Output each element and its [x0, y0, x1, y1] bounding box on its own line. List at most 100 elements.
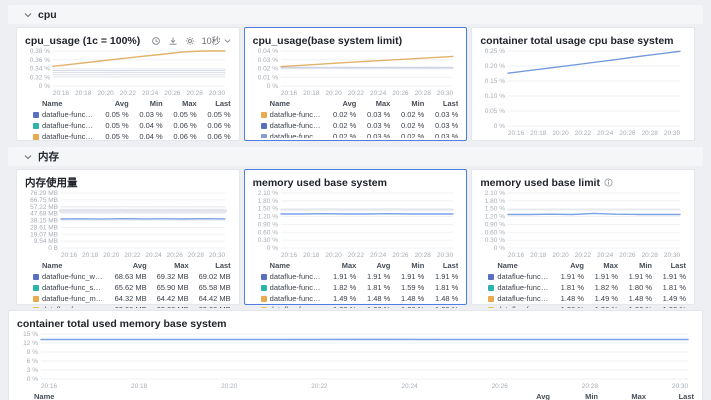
legend-col-name[interactable]: Name [269, 261, 291, 270]
legend-col-avg[interactable]: Avg [570, 261, 585, 270]
legend-col-last[interactable]: Last [215, 261, 231, 270]
legend-col-name[interactable]: Name [34, 392, 55, 400]
legend-row[interactable]: dataflue-func_server.1.2c08po4u.. 1.81 % 1… [488, 282, 686, 293]
legend-col-min[interactable]: Min [639, 261, 653, 270]
legend-row[interactable]: dataflue-func_worker-0.1.hw400h9s0.. 68.6… [33, 271, 231, 282]
legend-stat-value: 0.05 % [105, 121, 129, 130]
chart-cpu-usage[interactable]: 0.38 % 0.36 % 0.34 % 0.32 % 0 % 20:16 20:18 20:… [25, 48, 231, 97]
legend-color-swatch[interactable] [33, 111, 39, 118]
legend-col-name[interactable]: Name [42, 261, 63, 270]
legend-cpu-usage-limit: Name Avg Max Min Lastdataflue-func_worker-2.… [253, 98, 459, 138]
legend-col-name[interactable]: Name [269, 99, 291, 108]
legend-col-last[interactable]: Last [215, 99, 231, 108]
svg-text:20:20: 20:20 [553, 252, 570, 259]
chart-container-total-memory[interactable]: 15 % 12 % 9 % 6 % 3 % 0 % 20:16 20:18 20:20 20:22… [17, 331, 694, 390]
chart-memory-usage[interactable]: 76.29 MB 66.75 MB 57.22 MB 47.68 MB 38.15 MB… [25, 190, 231, 259]
legend-col-max[interactable]: Max [631, 392, 646, 400]
legend-color-swatch[interactable] [260, 273, 267, 280]
legend-color-swatch[interactable] [33, 122, 39, 129]
legend-row[interactable]: dataflue-func_worker-1.1.bts7dc..1.26 %1… [260, 304, 458, 308]
legend-col-min[interactable]: Min [585, 392, 598, 400]
legend-col-avg[interactable]: Avg [376, 261, 391, 270]
legend-col-max[interactable]: Max [182, 99, 197, 108]
legend-row[interactable]: dataflue-func_server.1.2c08po4u.. 1.82 % 1… [260, 282, 458, 293]
section-label-memory: 内存 [38, 151, 59, 163]
panel-title-memory-usage[interactable]: 内存使用量 [25, 177, 78, 189]
legend-row[interactable]: dataflue-func_worker-1.1.prtk7cat.. 0.02 … [260, 131, 458, 138]
legend-col-avg[interactable]: Avg [342, 99, 357, 108]
legend-col-last[interactable]: Last [670, 261, 687, 270]
export-icon[interactable] [168, 36, 178, 46]
legend-col-avg[interactable]: Avg [132, 261, 147, 270]
chart-memory-used-base-system[interactable]: 2.10 % 1.80 % 1.50 % 1.20 % 0.90 % 0.60 % 0.30… [253, 190, 459, 259]
legend-color-swatch[interactable] [33, 295, 39, 302]
legend-row[interactable]: dataflue-func_generat.1.ockipodur.. 0.05 … [33, 109, 231, 120]
legend-series-name: dataflue-func_generat.1.ockipodur.. [42, 110, 95, 119]
settings-icon[interactable] [185, 36, 195, 46]
legend-row[interactable]: dataflue-func_worker-8.1.qpvl7cr.. 0.02 %… [260, 120, 458, 131]
legend-row[interactable]: dataflue-func_server.1.2c08po4un4oku.. 65… [33, 282, 231, 293]
legend-row[interactable]: dataflue-func_beat.1.pjvxsayldh.. 0.05 % 0… [33, 131, 231, 142]
svg-text:20:26: 20:26 [620, 252, 637, 259]
legend-col-last[interactable]: Last [442, 261, 459, 270]
panel-title-memory-used-base-limit[interactable]: memory used base limit [480, 176, 600, 189]
svg-text:20:30: 20:30 [437, 252, 454, 259]
legend-color-swatch[interactable] [33, 273, 39, 280]
legend-color-swatch[interactable] [488, 295, 495, 302]
legend-col-last[interactable]: Last [442, 99, 459, 108]
legend-color-swatch[interactable] [260, 122, 267, 129]
legend-col-avg[interactable]: Avg [536, 392, 550, 400]
legend-color-swatch[interactable] [260, 295, 267, 302]
legend-row[interactable]: dataflue-func_worker-1.1.bts7dc..1.26 %1… [488, 304, 686, 308]
legend-stat-value: 1.91 % [560, 272, 585, 281]
chart-container-total-cpu[interactable]: 0.25 % 0.20 % 0.15 % 0.10 % 0.05 % 0 % 20:16 20… [480, 48, 686, 137]
legend-col-name[interactable]: Name [42, 99, 63, 108]
legend-row[interactable]: dataflue-func_mysql.1.y5d.dxvl2g.. 1.49 %… [260, 293, 458, 304]
chart-memory-used-base-limit[interactable]: 2.10 % 1.80 % 1.50 % 1.20 % 0.90 % 0.60 % 0.30… [480, 190, 686, 259]
legend-row[interactable]: dataflue-func_mysql.1.y5d.dxvl2gngr.. 64.… [33, 293, 231, 304]
legend-col-min[interactable]: Min [149, 99, 163, 108]
legend-color-swatch[interactable] [488, 273, 495, 280]
svg-text:20:24: 20:24 [401, 383, 418, 390]
legend-stat-value: 69.02 MB [198, 272, 231, 281]
legend-row[interactable]: dataflue-func_worker-0.1.hw400h.. 1.91 % 1… [260, 271, 458, 282]
legend-color-swatch[interactable] [488, 306, 495, 308]
legend-series-name: dataflue-func_server.1.2c08po4u.. [269, 283, 323, 292]
panel-title-container-total-memory[interactable]: container total used memory base system [17, 317, 227, 330]
legend-col-max[interactable]: Max [341, 261, 357, 270]
legend-row[interactable]: dataflue-func_mysql.1.y5d.dxvl2g.. 1.48 %… [488, 293, 686, 304]
legend-color-swatch[interactable] [33, 306, 39, 308]
section-header-cpu[interactable]: cpu [8, 5, 703, 24]
legend-col-min[interactable]: Min [411, 99, 425, 108]
legend-color-swatch[interactable] [260, 284, 267, 291]
panel-title-cpu-usage[interactable]: cpu_usage (1c = 100%) [25, 34, 141, 47]
section-header-memory[interactable]: 内存 [8, 147, 703, 166]
chart-cpu-usage-limit[interactable]: 0.04 % 0.03 % 0.02 % 0.01 % 0 % 20:16 20:18 20:… [253, 48, 459, 97]
legend-color-swatch[interactable] [260, 111, 267, 118]
legend-col-avg[interactable]: Avg [114, 99, 129, 108]
legend-row[interactable]: dataflue-func_worker-2.1.slfkrimy.. 0.02 … [260, 109, 458, 120]
info-icon[interactable] [604, 178, 613, 187]
panel-title-container-total-cpu[interactable]: container total usage cpu base system [480, 34, 674, 47]
legend-color-swatch[interactable] [488, 284, 495, 291]
svg-text:20:22: 20:22 [124, 252, 141, 259]
legend-col-max[interactable]: Max [375, 99, 391, 108]
legend-color-swatch[interactable] [33, 284, 39, 291]
legend-col-max[interactable]: Max [174, 261, 189, 270]
svg-text:0.60 %: 0.60 % [257, 229, 277, 236]
legend-row[interactable]: dataflue-func_worker-0.1.hw400h.. 1.91 % 1… [488, 271, 686, 282]
legend-row[interactable]: dataflue-func_worker-1.1.bts7dcqae..63.0… [33, 304, 231, 308]
legend-col-max[interactable]: Max [603, 261, 619, 270]
legend-row[interactable]: dataflue-func_worker-.0.tsfw485t.. 0.05 %… [33, 120, 231, 131]
legend-col-last[interactable]: Last [678, 392, 694, 400]
panel-title-memory-used-base-system[interactable]: memory used base system [252, 176, 387, 189]
interval-dropdown[interactable]: 10秒 [202, 34, 231, 47]
legend-col-min[interactable]: Min [411, 261, 425, 270]
legend-color-swatch[interactable] [260, 133, 267, 138]
legend-col-name[interactable]: Name [497, 261, 518, 270]
panel-title-cpu-usage-limit[interactable]: cpu_usage(base system limit) [252, 34, 403, 47]
legend-color-swatch[interactable] [33, 133, 39, 140]
legend-color-swatch[interactable] [260, 306, 267, 308]
sync-icon[interactable] [151, 36, 161, 46]
svg-text:20:20: 20:20 [553, 130, 570, 137]
